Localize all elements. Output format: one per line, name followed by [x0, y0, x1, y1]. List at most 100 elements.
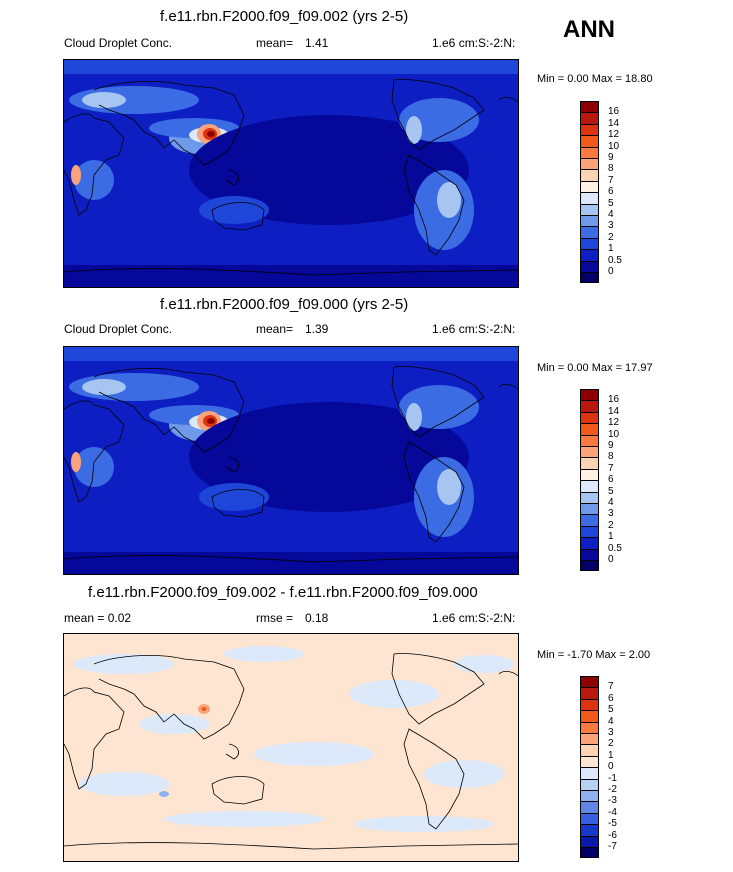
colorbar-label: 2	[608, 519, 614, 531]
colorbar-swatch	[580, 676, 599, 688]
colorbar-swatch	[580, 411, 599, 424]
colorbar-swatch	[580, 389, 599, 401]
colorbar-label: 12	[608, 129, 620, 141]
panel-3-units: 1.e6 cm:S:-2:N:	[432, 611, 516, 625]
panel-2-minmax: Min = 0.00 Max = 17.97	[537, 362, 653, 374]
colorbar-swatch	[580, 790, 599, 802]
colorbar-label: 9	[608, 152, 614, 163]
colorbar-label: 0	[608, 554, 614, 565]
colorbar-label: -1	[608, 772, 617, 784]
colorbar-label: 2	[608, 231, 614, 243]
colorbar-swatch	[580, 698, 599, 711]
panel-3-mean-text: mean = 0.02	[64, 611, 132, 625]
colorbar-label: 16	[608, 106, 620, 118]
colorbar-swatch	[580, 249, 599, 261]
colorbar-swatch	[580, 812, 599, 825]
colorbar-label: -6	[608, 829, 617, 841]
colorbar-swatch	[580, 272, 599, 284]
colorbar-swatch	[580, 755, 599, 768]
colorbar-label: 16	[608, 394, 620, 406]
colorbar-label: 5	[608, 197, 614, 209]
colorbar-swatch	[580, 548, 599, 560]
colorbar-swatch	[580, 203, 599, 215]
colorbar-swatch	[580, 491, 599, 503]
colorbar-swatch	[580, 112, 599, 124]
colorbar-label: 1	[608, 531, 614, 543]
colorbar-swatch	[580, 158, 599, 170]
colorbar-label: 10	[608, 428, 620, 440]
colorbar-swatch	[580, 468, 599, 481]
colorbar-label: 0	[608, 761, 614, 773]
colorbar-label: 0.5	[608, 254, 622, 266]
colorbar-label: 8	[608, 451, 614, 463]
colorbar-swatch	[580, 733, 599, 745]
colorbar-label: 4	[608, 209, 614, 220]
colorbar-label: 7	[608, 174, 614, 186]
colorbar-label: 3	[608, 508, 614, 520]
colorbar-label: 9	[608, 440, 614, 451]
colorbar-swatch	[580, 560, 599, 572]
colorbar-swatch	[580, 847, 599, 859]
colorbar-label: 10	[608, 140, 620, 152]
colorbar-swatch	[580, 525, 599, 538]
colorbar-swatch	[580, 801, 599, 813]
colorbar-label: 3	[608, 220, 614, 232]
colorbar-swatch	[580, 180, 599, 193]
panel-1-variable-label: Cloud Droplet Conc.	[64, 36, 173, 50]
colorbar-label: 7	[608, 681, 614, 693]
colorbar-label: -3	[608, 795, 617, 807]
panel-2-variable-label: Cloud Droplet Conc.	[64, 322, 173, 336]
colorbar-swatch	[580, 434, 599, 446]
colorbar-swatch	[580, 423, 599, 435]
colorbar-swatch	[580, 744, 599, 756]
colorbar-label: 5	[608, 485, 614, 497]
colorbar-swatch	[580, 767, 599, 779]
colorbar-swatch	[580, 260, 599, 272]
colorbar-label: 6	[608, 692, 614, 704]
colorbar-label: -7	[608, 841, 617, 852]
colorbar-label: 3	[608, 727, 614, 738]
panel-1-mean-label: mean=	[256, 36, 294, 50]
colorbar-label: 7	[608, 462, 614, 474]
panel-1-title: f.e11.rbn.F2000.f09_f09.002 (yrs 2-5)	[160, 8, 409, 25]
colorbar-label: 14	[608, 117, 620, 129]
colorbar-swatch	[580, 135, 599, 147]
panel-2-mean-value: 1.39	[305, 322, 329, 336]
colorbar-swatch	[580, 457, 599, 469]
panel-3-minmax: Min = -1.70 Max = 2.00	[537, 649, 651, 661]
colorbar-swatch	[580, 215, 599, 227]
panel-3-rmse-value: 0.18	[305, 611, 329, 625]
colorbar-label: -4	[608, 806, 617, 818]
colorbar-label: 12	[608, 417, 620, 429]
colorbar-label: 5	[608, 704, 614, 716]
colorbar-swatch	[580, 514, 599, 526]
colorbar-label: 2	[608, 738, 614, 750]
colorbar-swatch	[580, 446, 599, 458]
colorbar-swatch	[580, 101, 599, 113]
colorbar-swatch	[580, 123, 599, 136]
colorbar-label: 14	[608, 405, 620, 417]
colorbar-swatch	[580, 237, 599, 250]
colorbar-swatch	[580, 192, 599, 204]
panel-1-minmax: Min = 0.00 Max = 18.80	[537, 73, 653, 85]
colorbar-label: -2	[608, 784, 617, 795]
colorbar-label: 1	[608, 243, 614, 255]
colorbar-swatch	[580, 480, 599, 492]
colorbar-label: 0	[608, 266, 614, 277]
colorbar-swatch	[580, 226, 599, 238]
colorbar-label: 8	[608, 163, 614, 175]
colorbar-swatch	[580, 778, 599, 790]
colorbar-label: 6	[608, 186, 614, 198]
panel-3-map	[63, 633, 519, 862]
colorbar-swatch	[580, 169, 599, 181]
colorbar-label: 1	[608, 749, 614, 761]
panel-1-mean-value: 1.41	[305, 36, 329, 50]
panel-1-units: 1.e6 cm:S:-2:N:	[432, 36, 516, 50]
panel-2-units: 1.e6 cm:S:-2:N:	[432, 322, 516, 336]
panel-1-map	[63, 59, 519, 288]
panel-2-mean-label: mean=	[256, 322, 294, 336]
colorbar-label: 6	[608, 474, 614, 486]
colorbar-swatch	[580, 537, 599, 549]
colorbar-label: -5	[608, 818, 617, 830]
colorbar-swatch	[580, 146, 599, 158]
